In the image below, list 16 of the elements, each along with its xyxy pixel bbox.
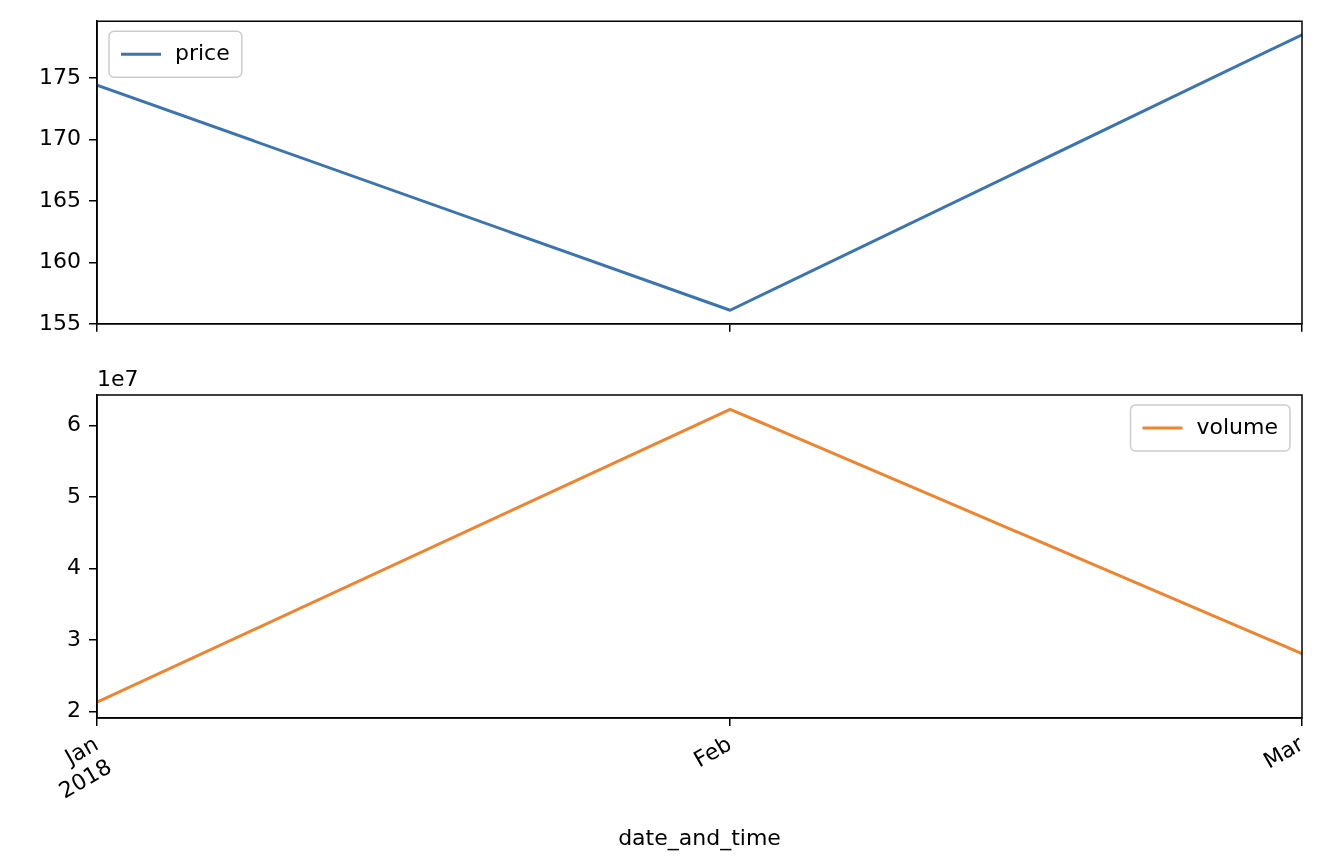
y-tick-label: 5 xyxy=(67,482,81,508)
y-tick-label: 6 xyxy=(67,411,81,437)
y-tick-label: 2 xyxy=(67,697,81,723)
legend-label: volume xyxy=(1196,413,1279,439)
y-tick-label: 160 xyxy=(39,248,81,274)
x-axis-title: date_and_time xyxy=(618,824,781,851)
y-tick-label: 155 xyxy=(39,309,81,335)
legend-label: price xyxy=(175,39,230,65)
y-tick-label: 170 xyxy=(39,125,81,151)
y-tick-label: 175 xyxy=(39,63,81,89)
y-tick-label: 165 xyxy=(39,186,81,212)
x-tick-label: Feb xyxy=(689,730,736,773)
x-tick-label: Mar xyxy=(1258,730,1309,774)
text: 1e7 xyxy=(97,365,139,391)
y-tick-label: 4 xyxy=(67,554,81,580)
y-tick-label: 3 xyxy=(67,625,81,651)
